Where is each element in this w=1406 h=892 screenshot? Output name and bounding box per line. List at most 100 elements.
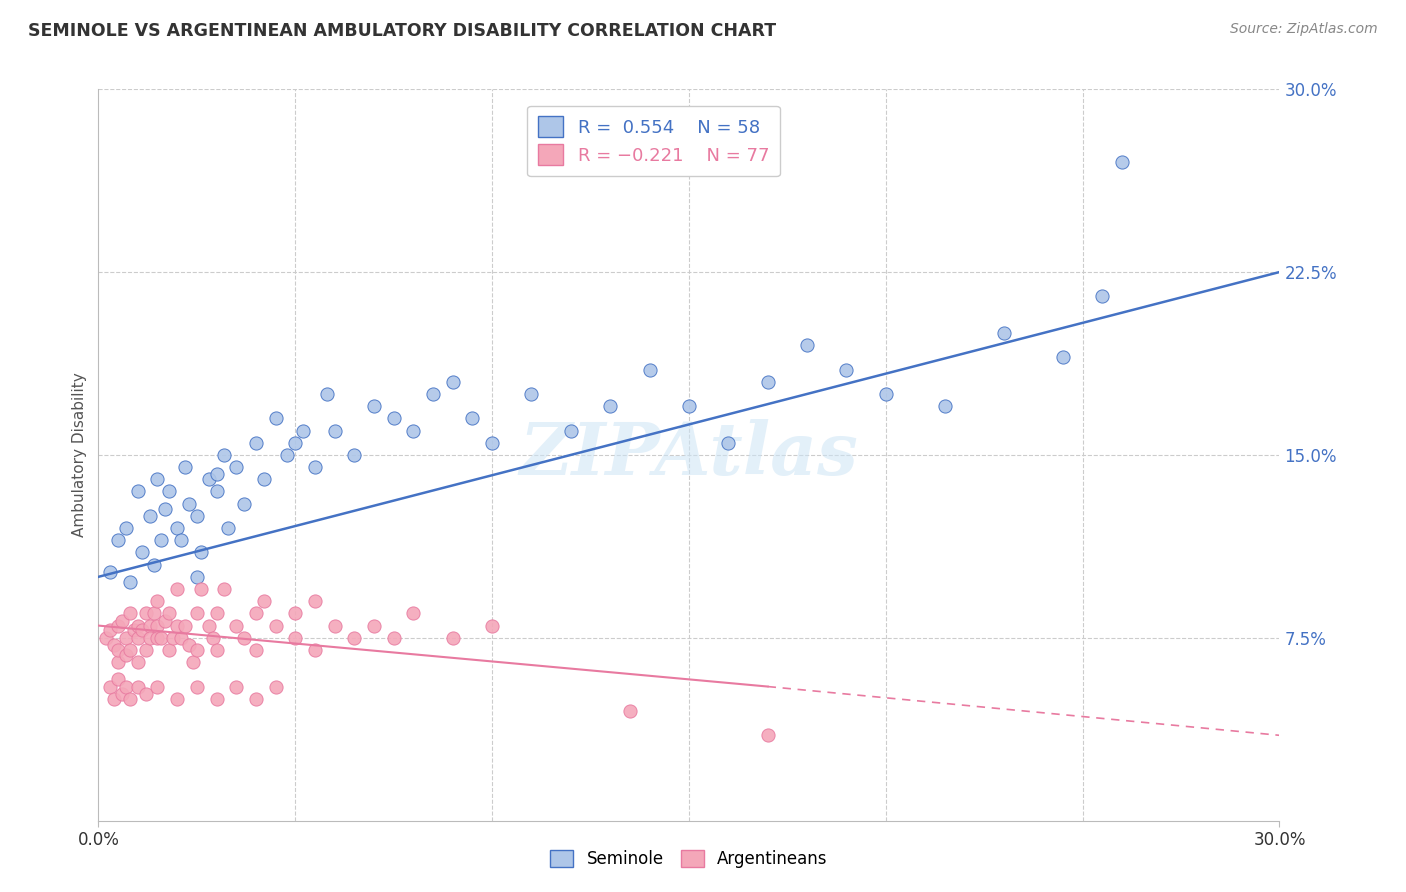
Point [170, 533, 193, 548]
Point [150, 533, 173, 548]
Point [253, 472, 276, 486]
Point [402, 424, 425, 438]
Point [146, 618, 169, 632]
Point [111, 687, 134, 701]
Point [1091, 289, 1114, 303]
Point [214, 448, 236, 462]
Point [315, 387, 337, 401]
Point [181, 655, 204, 669]
Point [225, 680, 247, 694]
Point [276, 448, 298, 462]
Point [441, 631, 464, 645]
Point [560, 424, 582, 438]
Point [186, 643, 208, 657]
Point [131, 624, 153, 638]
Point [166, 582, 188, 596]
Point [217, 521, 239, 535]
Point [245, 691, 267, 706]
Point [115, 631, 138, 645]
Point [122, 624, 145, 638]
Point [717, 435, 740, 450]
Point [264, 680, 287, 694]
Point [115, 521, 138, 535]
Point [135, 643, 157, 657]
Point [186, 508, 208, 523]
Point [107, 618, 129, 632]
Point [638, 362, 661, 376]
Point [264, 618, 287, 632]
Point [107, 643, 129, 657]
Point [934, 399, 956, 413]
Point [146, 594, 169, 608]
Point [323, 618, 346, 632]
Point [678, 399, 700, 413]
Point [835, 362, 858, 376]
Point [166, 691, 188, 706]
Point [146, 631, 169, 645]
Y-axis label: Ambulatory Disability: Ambulatory Disability [72, 373, 87, 537]
Point [756, 728, 779, 742]
Point [382, 631, 405, 645]
Point [461, 411, 484, 425]
Point [186, 680, 208, 694]
Point [197, 472, 219, 486]
Point [205, 691, 228, 706]
Point [304, 594, 326, 608]
Point [157, 484, 180, 499]
Point [127, 680, 149, 694]
Point [422, 387, 444, 401]
Point [205, 467, 228, 482]
Point [343, 448, 366, 462]
Point [245, 643, 267, 657]
Point [245, 435, 267, 450]
Point [284, 607, 307, 621]
Point [214, 582, 236, 596]
Point [253, 594, 276, 608]
Point [197, 618, 219, 632]
Point [135, 687, 157, 701]
Point [304, 460, 326, 475]
Point [138, 508, 160, 523]
Point [174, 460, 197, 475]
Point [382, 411, 405, 425]
Point [155, 501, 177, 516]
Point [233, 631, 256, 645]
Point [304, 643, 326, 657]
Point [131, 545, 153, 559]
Point [205, 484, 228, 499]
Point [162, 631, 184, 645]
Point [127, 618, 149, 632]
Point [284, 631, 307, 645]
Point [292, 424, 315, 438]
Point [118, 607, 141, 621]
Point [166, 618, 188, 632]
Point [233, 497, 256, 511]
Text: Source: ZipAtlas.com: Source: ZipAtlas.com [1230, 22, 1378, 37]
Point [96, 631, 118, 645]
Point [142, 558, 165, 572]
Point [363, 399, 385, 413]
Point [264, 411, 287, 425]
Point [481, 618, 503, 632]
Point [170, 631, 193, 645]
Point [186, 607, 208, 621]
Point [146, 680, 169, 694]
Point [118, 643, 141, 657]
Point [190, 545, 212, 559]
Point [150, 631, 173, 645]
Point [619, 704, 641, 718]
Point [118, 691, 141, 706]
Text: SEMINOLE VS ARGENTINEAN AMBULATORY DISABILITY CORRELATION CHART: SEMINOLE VS ARGENTINEAN AMBULATORY DISAB… [28, 22, 776, 40]
Point [177, 638, 200, 652]
Point [186, 570, 208, 584]
Legend: Seminole, Argentineans: Seminole, Argentineans [544, 843, 834, 874]
Point [796, 338, 818, 352]
Point [127, 655, 149, 669]
Point [1052, 351, 1074, 365]
Point [107, 655, 129, 669]
Point [118, 574, 141, 589]
Point [127, 631, 149, 645]
Point [1111, 155, 1133, 169]
Point [174, 618, 197, 632]
Point [284, 435, 307, 450]
